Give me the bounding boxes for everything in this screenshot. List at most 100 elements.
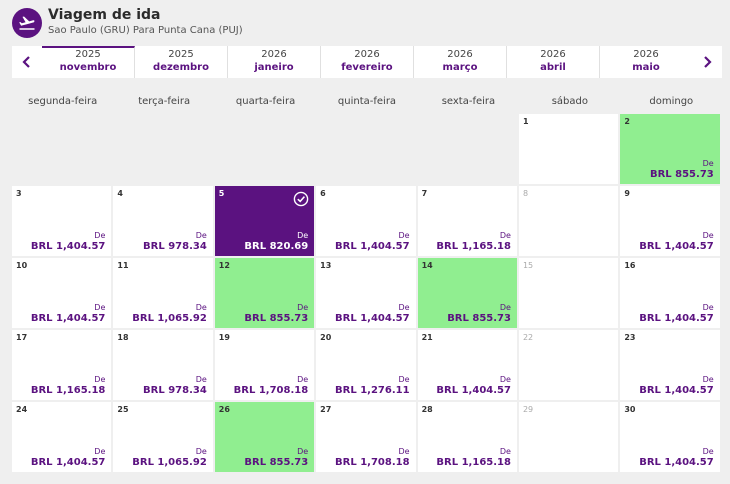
price-prefix: De — [702, 375, 714, 384]
day-cell-22: 22 — [518, 330, 619, 400]
empty-cell — [316, 114, 415, 184]
month-tab-janeiro[interactable]: 2026 janeiro — [228, 46, 321, 78]
month-tab-novembro[interactable]: 2025 novembro — [42, 46, 135, 78]
day-cell-9[interactable]: 9 De BRL 1,404.57 — [620, 186, 720, 256]
day-cell-5[interactable]: 5 De BRL 820.69 — [214, 186, 315, 256]
plane-icon — [12, 8, 42, 38]
weekday-label: domingo — [649, 96, 694, 107]
day-number: 29 — [522, 405, 534, 414]
day-number: 8 — [522, 189, 529, 198]
chevron-left-icon — [22, 56, 30, 68]
weekday-label: terça-feira — [138, 96, 191, 107]
price-prefix: De — [195, 231, 207, 240]
day-cell-6[interactable]: 6 De BRL 1,404.57 — [316, 186, 416, 256]
day-number: 27 — [320, 405, 332, 414]
day-cell-23[interactable]: 23 De BRL 1,404.57 — [620, 330, 720, 400]
price-prefix: De — [195, 303, 207, 312]
day-price: BRL 1,404.57 — [639, 313, 714, 324]
day-cell-28[interactable]: 28 De BRL 1,165.18 — [417, 402, 517, 472]
day-cell-16[interactable]: 16 De BRL 1,404.57 — [620, 258, 720, 328]
day-cell-2[interactable]: 2 De BRL 855.73 — [620, 114, 720, 184]
day-cell-13[interactable]: 13 De BRL 1,404.57 — [316, 258, 416, 328]
day-cell-30[interactable]: 30 De BRL 1,404.57 — [620, 402, 720, 472]
day-cell-20[interactable]: 20 De BRL 1,276.11 — [316, 330, 416, 400]
month-tab-dezembro[interactable]: 2025 dezembro — [135, 46, 228, 78]
day-price: BRL 1,165.18 — [436, 457, 511, 468]
day-price: BRL 1,708.18 — [335, 457, 410, 468]
page-header: Viagem de ida Sao Paulo (GRU) Para Punta… — [12, 7, 712, 42]
day-number: 13 — [320, 261, 332, 270]
day-number: 2 — [624, 117, 630, 126]
day-number: 19 — [218, 333, 230, 342]
day-price: BRL 1,404.57 — [639, 385, 714, 396]
price-prefix: De — [499, 375, 511, 384]
day-number: 10 — [16, 261, 28, 270]
month-tab-abril[interactable]: 2026 abril — [507, 46, 600, 78]
day-number: 5 — [218, 189, 225, 198]
empty-cell — [12, 114, 111, 184]
day-price: BRL 1,404.57 — [639, 457, 714, 468]
day-cell-1[interactable]: 1 — [518, 114, 619, 184]
month-name: janeiro — [254, 62, 294, 73]
day-number: 21 — [421, 333, 433, 342]
weekday-label: sábado — [551, 96, 588, 107]
price-prefix: De — [94, 231, 106, 240]
day-number: 15 — [522, 261, 534, 270]
day-cell-21[interactable]: 21 De BRL 1,404.57 — [417, 330, 517, 400]
month-year: 2026 — [261, 49, 287, 60]
day-number: 9 — [624, 189, 630, 198]
day-number: 23 — [624, 333, 636, 342]
day-cell-14[interactable]: 14 De BRL 855.73 — [417, 258, 517, 328]
price-prefix: De — [702, 303, 714, 312]
price-prefix: De — [297, 447, 309, 456]
day-cell-25[interactable]: 25 De BRL 1,065.92 — [113, 402, 213, 472]
day-number: 18 — [117, 333, 129, 342]
month-tab-maio[interactable]: 2026 maio — [600, 46, 692, 78]
month-name: março — [442, 62, 478, 73]
day-cell-19[interactable]: 19 De BRL 1,708.18 — [214, 330, 315, 400]
price-prefix: De — [297, 375, 309, 384]
day-number: 7 — [421, 189, 428, 198]
day-number: 26 — [218, 405, 230, 414]
day-cell-4[interactable]: 4 De BRL 978.34 — [113, 186, 213, 256]
day-cell-24[interactable]: 24 De BRL 1,404.57 — [12, 402, 112, 472]
previous-month-button[interactable] — [12, 46, 42, 78]
day-number: 1 — [522, 117, 529, 126]
month-selector: 2025 novembro 2025 dezembro 2026 janeiro 2026 f… — [12, 46, 722, 78]
day-cell-3[interactable]: 3 De BRL 1,404.57 — [12, 186, 112, 256]
day-cell-26[interactable]: 26 De BRL 855.73 — [214, 402, 315, 472]
month-name: fevereiro — [341, 62, 393, 73]
price-prefix: De — [702, 159, 714, 168]
weekday-label: sexta-feira — [441, 96, 496, 107]
day-price: BRL 1,404.57 — [436, 385, 511, 396]
month-year: 2026 — [540, 49, 566, 60]
price-prefix: De — [398, 303, 410, 312]
day-cell-17[interactable]: 17 De BRL 1,165.18 — [12, 330, 112, 400]
price-prefix: De — [398, 375, 410, 384]
check-circle-icon — [293, 191, 309, 207]
month-tab-março[interactable]: 2026 março — [414, 46, 507, 78]
price-prefix: De — [195, 375, 207, 384]
day-number: 12 — [218, 261, 230, 270]
price-prefix: De — [398, 231, 410, 240]
day-cell-12[interactable]: 12 De BRL 855.73 — [214, 258, 315, 328]
day-cell-11[interactable]: 11 De BRL 1,065.92 — [113, 258, 213, 328]
next-month-button[interactable] — [692, 46, 722, 78]
month-tab-fevereiro[interactable]: 2026 fevereiro — [321, 46, 414, 78]
day-number: 17 — [16, 333, 28, 342]
weekday-label: segunda-feira — [28, 96, 98, 107]
price-prefix: De — [702, 447, 714, 456]
day-cell-29: 29 — [518, 402, 619, 472]
day-number: 4 — [117, 189, 123, 198]
price-prefix: De — [195, 447, 207, 456]
day-cell-7[interactable]: 7 De BRL 1,165.18 — [417, 186, 517, 256]
day-cell-10[interactable]: 10 De BRL 1,404.57 — [12, 258, 112, 328]
day-cell-27[interactable]: 27 De BRL 1,708.18 — [316, 402, 416, 472]
month-name: dezembro — [153, 62, 209, 73]
day-cell-18[interactable]: 18 De BRL 978.34 — [113, 330, 213, 400]
page-title: Viagem de ida — [48, 7, 161, 23]
empty-cell — [418, 114, 517, 184]
price-prefix: De — [297, 231, 309, 240]
price-prefix: De — [94, 303, 106, 312]
month-year: 2026 — [633, 49, 659, 60]
